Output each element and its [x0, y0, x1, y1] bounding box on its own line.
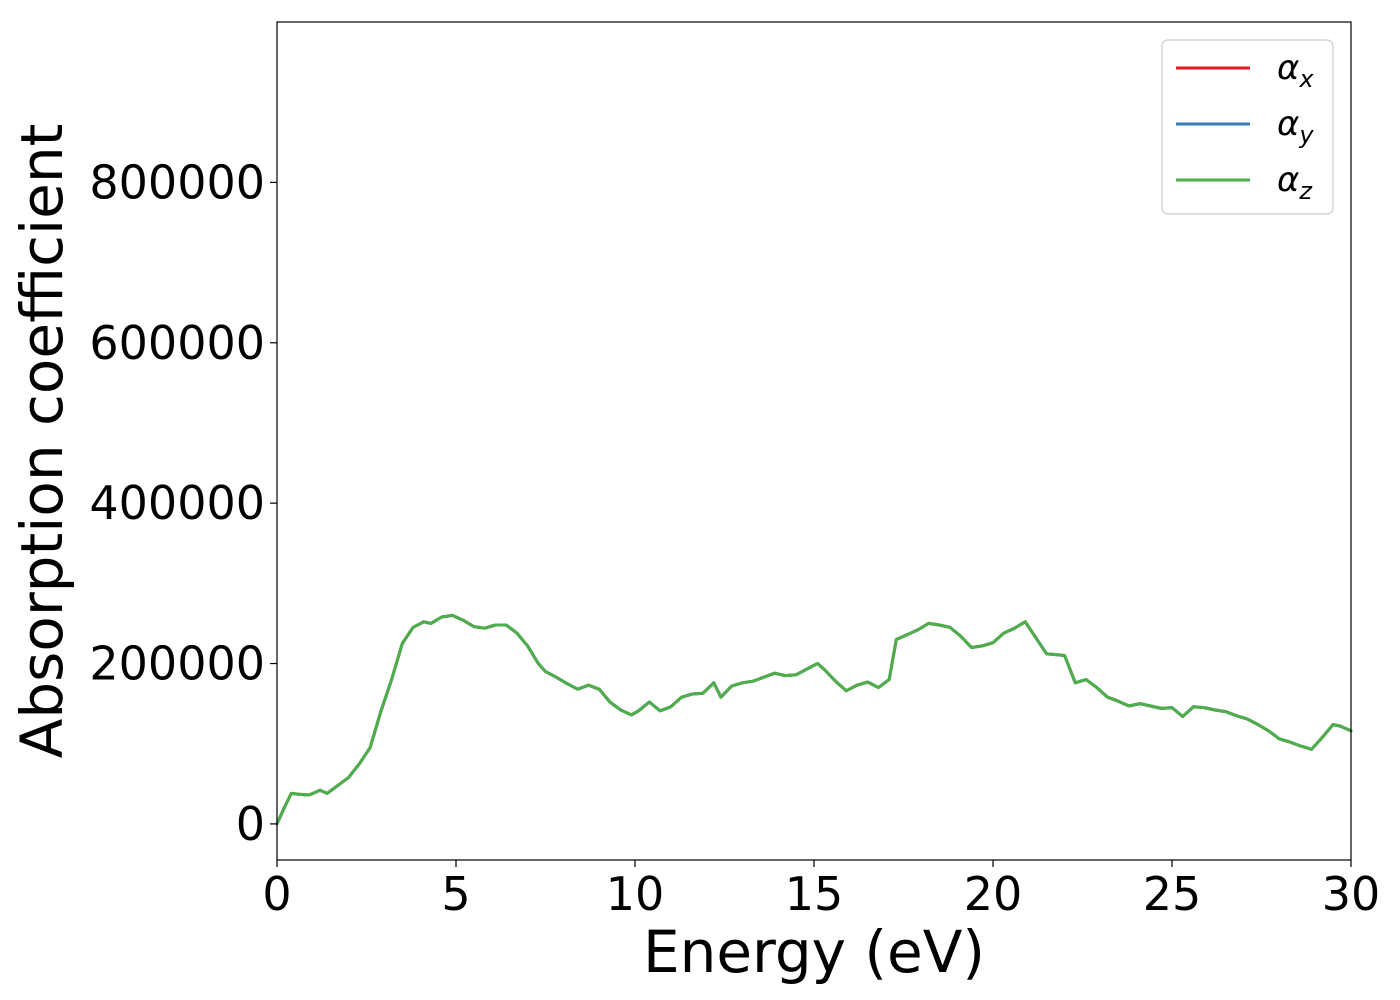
y-tick-label: 600000 — [89, 316, 265, 370]
x-tick-label: 30 — [1322, 867, 1381, 921]
y-tick-label: 800000 — [89, 155, 265, 209]
x-tick-label: 10 — [606, 867, 665, 921]
x-tick-label: 5 — [441, 867, 470, 921]
x-axis: 0 5 10 15 20 25 30 — [262, 860, 1380, 921]
series-layer — [275, 613, 1353, 826]
series-line-alpha-z — [275, 613, 1353, 826]
legend-label-alpha-z: αz — [1277, 160, 1313, 205]
x-tick-label: 0 — [262, 867, 291, 921]
legend-box — [1161, 39, 1334, 215]
legend-label-alpha-y: αy — [1277, 104, 1314, 149]
y-axis: 0 200000 400000 600000 800000 — [89, 155, 277, 851]
x-axis-title: Energy (eV) — [643, 918, 985, 986]
legend-label-alpha-x: αx — [1277, 48, 1314, 93]
y-axis-title: Absorption coefficient — [8, 124, 76, 759]
x-tick-label: 15 — [785, 867, 844, 921]
y-tick-label: 400000 — [89, 476, 265, 530]
x-tick-label: 20 — [964, 867, 1023, 921]
legend: αx αy αz — [1161, 39, 1334, 215]
x-tick-label: 25 — [1143, 867, 1202, 921]
y-tick-label: 200000 — [89, 637, 265, 691]
y-tick-label: 0 — [236, 797, 265, 851]
